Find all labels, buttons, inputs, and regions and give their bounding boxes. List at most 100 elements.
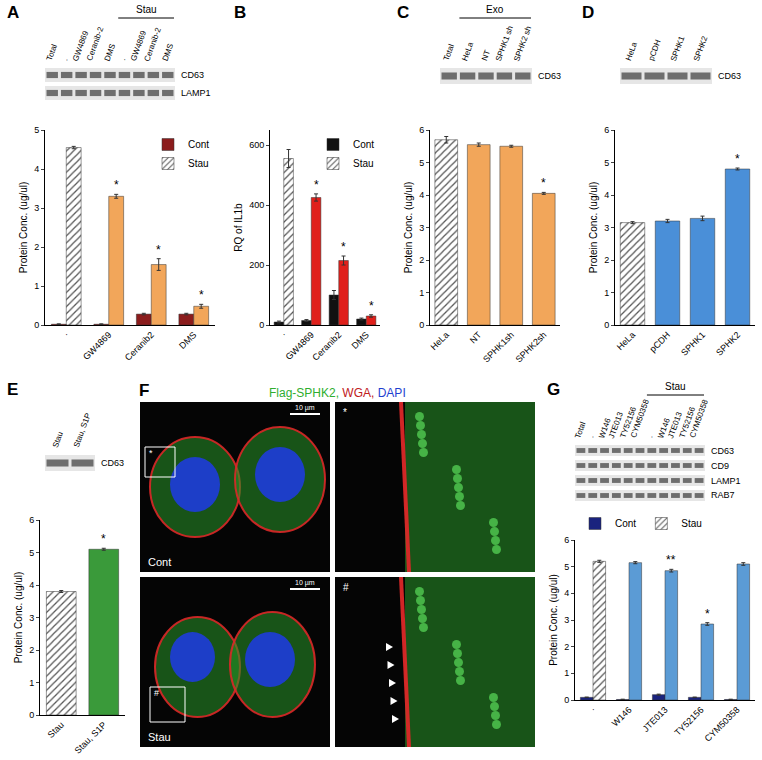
svg-text:2: 2 <box>34 242 39 252</box>
svg-text:5: 5 <box>29 548 34 558</box>
svg-text:Stau: Stau <box>353 158 374 169</box>
svg-text:Flag-SPHK2, WGA, DAPI: Flag-SPHK2, WGA, DAPI <box>269 386 406 400</box>
svg-text:Cont: Cont <box>148 556 171 568</box>
svg-text:GW4869: GW4869 <box>129 29 148 62</box>
svg-text:SPHK2: SPHK2 <box>692 34 710 62</box>
svg-text:SPHK2 sh: SPHK2 sh <box>512 25 533 63</box>
svg-text:Stau: Stau <box>148 731 171 743</box>
svg-text:CD63: CD63 <box>711 446 734 456</box>
svg-text:NT: NT <box>480 49 492 62</box>
svg-text:CD63: CD63 <box>101 458 124 468</box>
svg-text:Stau, S1P: Stau, S1P <box>73 720 109 756</box>
svg-text:2: 2 <box>419 255 424 265</box>
svg-text:LAMP1: LAMP1 <box>711 476 741 486</box>
svg-text:0: 0 <box>34 320 39 330</box>
svg-text:HeLa: HeLa <box>429 330 451 352</box>
svg-text:pCDH: pCDH <box>647 38 663 62</box>
svg-text:Cont: Cont <box>353 139 374 150</box>
svg-text:#: # <box>343 582 349 593</box>
svg-text:TY52156: TY52156 <box>673 705 706 738</box>
svg-text:10 µm: 10 µm <box>295 404 315 412</box>
svg-text:*: * <box>735 152 740 166</box>
svg-text:1: 1 <box>604 288 609 298</box>
svg-text:GW4869: GW4869 <box>81 330 113 362</box>
svg-text:1: 1 <box>29 678 34 688</box>
svg-text:0: 0 <box>419 320 424 330</box>
svg-text:HeLa: HeLa <box>460 40 475 62</box>
svg-text:JTE013: JTE013 <box>666 410 684 440</box>
svg-text:5: 5 <box>564 562 569 572</box>
svg-text:CYM50358: CYM50358 <box>703 705 742 744</box>
svg-text:F: F <box>139 381 149 400</box>
svg-text:1: 1 <box>564 668 569 678</box>
svg-text:·: · <box>62 330 71 339</box>
svg-text:5: 5 <box>604 158 609 168</box>
svg-text:RAB7: RAB7 <box>711 490 735 500</box>
svg-text:Stau: Stau <box>681 518 702 529</box>
svg-text:*: * <box>705 607 710 621</box>
svg-text:1: 1 <box>419 288 424 298</box>
svg-text:Protein Conc. (ug/ul): Protein Conc. (ug/ul) <box>13 572 24 664</box>
svg-text:0: 0 <box>259 320 264 330</box>
svg-text:#: # <box>154 688 159 698</box>
svg-text:Ceranib2: Ceranib2 <box>310 330 343 363</box>
svg-text:B: B <box>234 3 246 22</box>
svg-text:Cont: Cont <box>188 139 209 150</box>
svg-text:10 µm: 10 µm <box>295 579 315 587</box>
svg-text:JTE013: JTE013 <box>607 410 625 440</box>
svg-text:TY52156: TY52156 <box>678 405 698 439</box>
svg-text:*: * <box>541 176 546 190</box>
svg-text:Total: Total <box>573 421 587 440</box>
svg-text:*: * <box>156 243 161 257</box>
svg-text:**: ** <box>666 553 676 567</box>
svg-text:CYM50358: CYM50358 <box>688 398 710 439</box>
svg-text:Protein Conc. (ug/ul): Protein Conc. (ug/ul) <box>403 182 414 274</box>
svg-text:0: 0 <box>564 695 569 705</box>
svg-text:Stau: Stau <box>665 381 686 392</box>
svg-text:1: 1 <box>34 281 39 291</box>
svg-text:0: 0 <box>604 320 609 330</box>
svg-text:Stau: Stau <box>188 158 209 169</box>
svg-text:NT: NT <box>468 329 484 345</box>
svg-text:D: D <box>582 3 594 22</box>
svg-text:G: G <box>547 380 560 399</box>
svg-text:400: 400 <box>249 200 264 210</box>
svg-text:·: · <box>279 330 288 339</box>
svg-text:CD63: CD63 <box>538 71 561 81</box>
svg-text:W146: W146 <box>597 416 613 439</box>
svg-text:*: * <box>314 178 319 192</box>
svg-text:CD63: CD63 <box>181 70 204 80</box>
svg-text:Stau, S1P: Stau, S1P <box>72 412 93 449</box>
svg-text:Total: Total <box>442 43 456 62</box>
svg-text:E: E <box>7 380 18 399</box>
svg-text:4: 4 <box>564 588 569 598</box>
svg-text:*: * <box>114 178 119 192</box>
svg-text:·: · <box>588 705 597 714</box>
svg-text:·: · <box>120 57 129 63</box>
svg-text:W146: W146 <box>610 705 634 729</box>
svg-text:2: 2 <box>604 255 609 265</box>
svg-text:SPHK1 sh: SPHK1 sh <box>494 25 515 63</box>
svg-text:SPHK1: SPHK1 <box>679 330 707 358</box>
svg-text:GW4869: GW4869 <box>284 330 316 362</box>
svg-text:HeLa: HeLa <box>615 330 637 352</box>
svg-text:·: · <box>647 434 656 440</box>
svg-text:Ceranib-2: Ceranib-2 <box>85 25 106 62</box>
svg-text:Stau: Stau <box>51 430 65 449</box>
svg-text:Stau: Stau <box>136 4 157 15</box>
svg-text:A: A <box>7 3 19 22</box>
svg-text:·: · <box>588 434 597 440</box>
svg-text:CYM50358: CYM50358 <box>629 398 651 439</box>
svg-text:W146: W146 <box>656 416 672 439</box>
svg-text:3: 3 <box>29 613 34 623</box>
svg-text:600: 600 <box>249 140 264 150</box>
svg-text:LAMP1: LAMP1 <box>181 88 211 98</box>
svg-text:3: 3 <box>34 203 39 213</box>
svg-text:JTE013: JTE013 <box>641 705 670 734</box>
svg-text:4: 4 <box>604 190 609 200</box>
svg-text:CD9: CD9 <box>711 461 729 471</box>
svg-text:HeLa: HeLa <box>624 40 639 62</box>
svg-text:Cont: Cont <box>615 518 636 529</box>
svg-text:3: 3 <box>604 223 609 233</box>
svg-text:GW4869: GW4869 <box>71 29 90 62</box>
